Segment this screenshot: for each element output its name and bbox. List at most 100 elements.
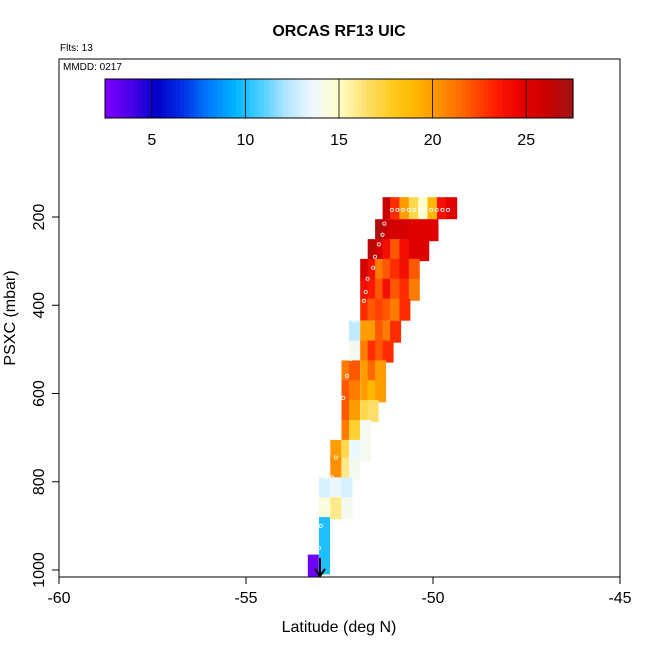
colorbar-segment bbox=[441, 79, 448, 118]
colorbar-segment bbox=[395, 79, 401, 118]
colorbar-segment bbox=[432, 79, 438, 118]
data-cell bbox=[390, 298, 402, 321]
data-cell bbox=[382, 219, 394, 242]
colorbar-segment bbox=[381, 79, 387, 118]
colorbar-segment bbox=[554, 79, 560, 118]
data-cell bbox=[375, 320, 387, 343]
colorbar-segment bbox=[264, 79, 270, 118]
track-marker bbox=[337, 413, 342, 418]
data-cell bbox=[360, 360, 372, 383]
colorbar-segment bbox=[329, 79, 335, 118]
track-marker bbox=[333, 455, 338, 460]
colorbar-segment bbox=[390, 79, 396, 118]
colorbar-segment bbox=[385, 79, 392, 118]
colorbar-segment bbox=[367, 79, 373, 118]
data-cell bbox=[349, 360, 360, 383]
track-marker bbox=[341, 395, 346, 400]
data-cell bbox=[360, 320, 372, 343]
colorbar-tick-label: 25 bbox=[517, 132, 535, 149]
colorbar-segment bbox=[273, 79, 279, 118]
colorbar-segment bbox=[353, 79, 359, 118]
colorbar-segment bbox=[114, 79, 120, 118]
track-marker bbox=[434, 207, 439, 212]
data-cell bbox=[367, 400, 379, 423]
y-axis-label: PSXC (mbar) bbox=[2, 270, 19, 365]
colorbar-segment bbox=[128, 79, 134, 118]
data-cell bbox=[367, 380, 379, 403]
data-cell bbox=[390, 197, 402, 220]
colorbar-segment bbox=[296, 79, 303, 118]
data-cell bbox=[360, 298, 372, 321]
colorbar-segment bbox=[240, 79, 246, 118]
colorbar-segment bbox=[133, 79, 139, 118]
colorbar-segment bbox=[198, 79, 204, 118]
data-cell bbox=[390, 258, 402, 281]
track-marker bbox=[382, 221, 387, 226]
data-cell bbox=[382, 340, 394, 363]
colorbar-segment bbox=[245, 79, 251, 118]
track-marker bbox=[344, 338, 349, 343]
colorbar-segment bbox=[287, 79, 293, 118]
colorbar-segment bbox=[142, 79, 148, 118]
colorbar-segment bbox=[282, 79, 289, 118]
colorbar-segment bbox=[502, 79, 509, 118]
data-cell bbox=[341, 360, 353, 383]
data-cell bbox=[330, 497, 342, 520]
colorbar-segment bbox=[212, 79, 218, 118]
colorbar-segment bbox=[568, 79, 574, 118]
axes: -60 -55 -50 -45 200 400 600 800 1000 bbox=[31, 204, 632, 607]
colorbar-segment bbox=[343, 79, 349, 118]
x-tick-label: -55 bbox=[234, 590, 257, 607]
colorbar-segment bbox=[348, 79, 354, 118]
data-cell bbox=[360, 439, 372, 462]
data-cell bbox=[382, 197, 394, 220]
colorbar-segment bbox=[470, 79, 476, 118]
colorbar-segment bbox=[535, 79, 541, 118]
data-cell bbox=[319, 552, 330, 575]
y-tick-label: 600 bbox=[31, 380, 48, 407]
data-cell bbox=[349, 420, 360, 442]
x-tick-label: -50 bbox=[421, 590, 444, 607]
colorbar-segment bbox=[175, 79, 181, 118]
track-marker bbox=[423, 207, 428, 212]
data-cell bbox=[349, 439, 360, 462]
data-cell bbox=[360, 258, 372, 281]
data-cell bbox=[367, 298, 379, 321]
data-cell bbox=[408, 239, 420, 262]
colorbar-segment bbox=[268, 79, 275, 118]
data-cell bbox=[427, 219, 439, 242]
track-marker bbox=[348, 357, 353, 362]
colorbar-segment bbox=[404, 79, 410, 118]
colorbar-segment bbox=[184, 79, 190, 118]
colorbar-segment bbox=[399, 79, 406, 118]
x-axis-label: Latitude (deg N) bbox=[282, 619, 397, 636]
colorbar-segment bbox=[521, 79, 527, 118]
data-cell bbox=[375, 380, 387, 403]
colorbar: 5 10 15 20 25 bbox=[104, 78, 574, 149]
track-marker bbox=[363, 289, 368, 294]
colorbar-segment bbox=[119, 79, 125, 118]
colorbar-segment bbox=[427, 79, 434, 118]
arrow-icon bbox=[314, 558, 326, 578]
data-cell bbox=[341, 477, 353, 500]
track-marker bbox=[406, 207, 411, 212]
track-marker bbox=[326, 475, 331, 480]
data-cell bbox=[408, 278, 420, 301]
track-marker bbox=[318, 523, 323, 528]
track-marker bbox=[316, 545, 321, 550]
colorbar-segment bbox=[156, 79, 162, 118]
track-marker bbox=[320, 501, 325, 506]
track-marker bbox=[395, 207, 400, 212]
data-cell bbox=[330, 457, 342, 480]
colorbar-segment bbox=[250, 79, 256, 118]
data-cell bbox=[446, 197, 458, 220]
plot-frame bbox=[58, 58, 621, 578]
data-cell bbox=[341, 497, 353, 520]
colorbar-segment bbox=[217, 79, 223, 118]
colorbar-segment bbox=[315, 79, 321, 118]
colorbar-segment bbox=[451, 79, 457, 118]
colorbar-segment bbox=[465, 79, 471, 118]
track-marker bbox=[361, 298, 366, 303]
colorbar-segment bbox=[301, 79, 307, 118]
data-cell bbox=[341, 400, 353, 423]
